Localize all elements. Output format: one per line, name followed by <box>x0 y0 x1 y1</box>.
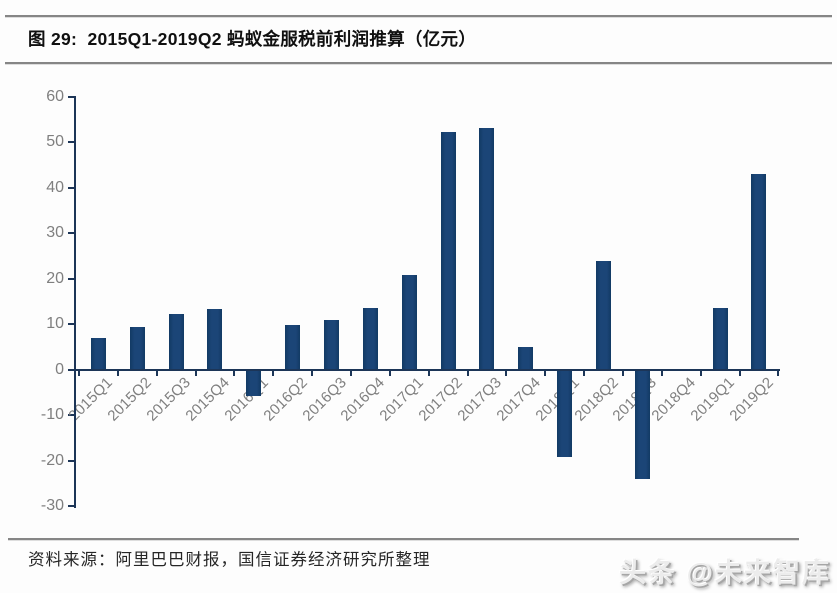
y-tick-mark-0 <box>68 368 74 371</box>
bar-2017Q2 <box>440 132 456 370</box>
y-tick-label--30: -30 <box>40 497 64 515</box>
header-bottom-rule <box>5 62 832 64</box>
x-tick-mark <box>544 371 547 376</box>
y-axis-line <box>74 96 76 508</box>
bar-2017Q4 <box>518 346 534 370</box>
y-tick-mark-40 <box>68 186 74 189</box>
pretax-profit-bar-chart: 60 50 40 30 20 10 0 -10 -20 -30 2015Q1 2015Q2 2015Q… <box>0 75 837 535</box>
bar-2019Q1 <box>712 308 728 370</box>
bar-2017Q3 <box>479 127 495 370</box>
header-top-rule <box>5 15 832 17</box>
bar-2016Q3 <box>324 319 340 370</box>
y-tick-label-30: 30 <box>46 224 64 242</box>
y-tick-mark-30 <box>68 232 74 235</box>
y-tick-label-10: 10 <box>46 315 64 333</box>
x-tick-mark <box>349 371 352 376</box>
bar-2018Q3 <box>634 369 650 479</box>
bar-2015Q3 <box>168 314 184 370</box>
x-tick-mark <box>155 371 158 376</box>
y-tick-mark-10 <box>68 323 74 326</box>
x-tick-mark <box>194 371 197 376</box>
x-tick-mark <box>699 371 702 376</box>
x-tick-mark <box>311 371 314 376</box>
x-axis-line <box>74 369 780 371</box>
y-tick-label-50: 50 <box>46 133 64 151</box>
toutiao-watermark: 头条 @未来智库 <box>619 558 831 588</box>
y-tick-mark--30 <box>68 505 74 508</box>
x-tick-mark <box>505 371 508 376</box>
x-tick-mark <box>116 371 119 376</box>
x-tick-mark <box>388 371 391 376</box>
bar-2017Q1 <box>401 275 417 370</box>
x-tick-mark <box>738 371 741 376</box>
x-tick-mark <box>427 371 430 376</box>
y-tick-mark--20 <box>68 459 74 462</box>
y-tick-mark-20 <box>68 277 74 280</box>
x-tick-mark <box>621 371 624 376</box>
figure-title: 图 29: 2015Q1-2019Q2 蚂蚁金服税前利润推算（亿元） <box>28 29 477 49</box>
x-tick-mark <box>233 371 236 376</box>
x-tick-mark <box>583 371 586 376</box>
y-tick-label-40: 40 <box>46 178 64 196</box>
bar-2016Q2 <box>285 325 301 370</box>
y-tick-label-20: 20 <box>46 269 64 287</box>
bar-2018Q1 <box>557 369 573 458</box>
bar-2016Q1 <box>246 369 262 397</box>
x-tick-mark <box>660 371 663 376</box>
x-tick-mark <box>466 371 469 376</box>
x-tick-mark <box>777 371 780 376</box>
y-tick-mark-60 <box>68 96 74 99</box>
bar-2015Q4 <box>207 309 223 370</box>
footer-rule <box>8 538 799 540</box>
bar-2019Q2 <box>751 174 767 370</box>
y-tick-label-60: 60 <box>46 88 64 106</box>
x-tick-mark <box>272 371 275 376</box>
bar-2018Q2 <box>596 260 612 370</box>
bar-2015Q2 <box>129 326 145 370</box>
y-tick-mark-50 <box>68 141 74 144</box>
data-source-note: 资料来源：阿里巴巴财报，国信证券经济研究所整理 <box>28 550 431 569</box>
y-tick-label--10: -10 <box>40 406 64 424</box>
y-tick-label-0: 0 <box>55 360 64 378</box>
y-tick-label--20: -20 <box>40 451 64 469</box>
bar-2015Q1 <box>90 337 106 370</box>
x-tick-mark <box>78 371 80 376</box>
y-tick-mark--10 <box>68 414 74 417</box>
bar-2016Q4 <box>362 308 378 370</box>
